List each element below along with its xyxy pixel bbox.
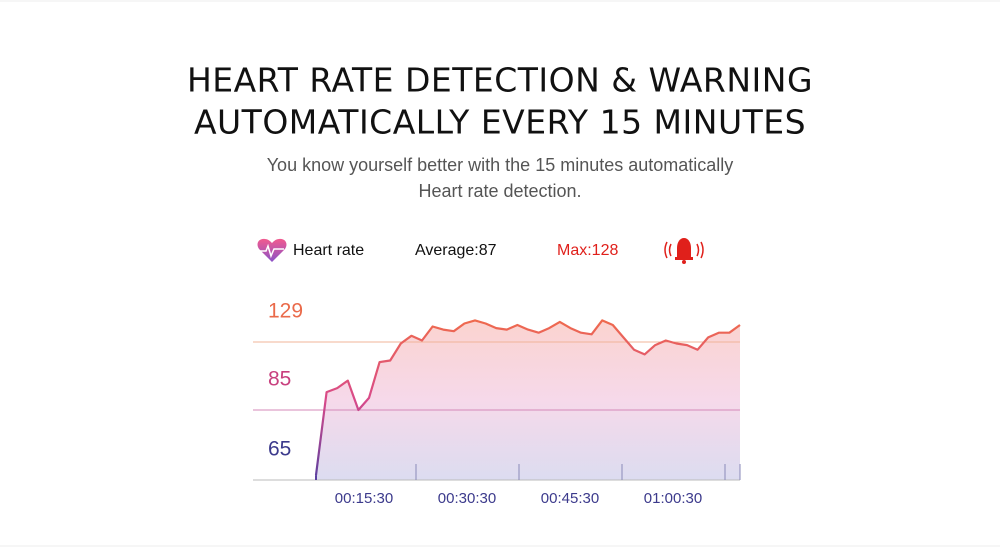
legend-label: Heart rate	[293, 242, 364, 259]
subtitle: You know yourself better with the 15 min…	[267, 155, 734, 175]
x-tick-label: 00:45:30	[541, 490, 599, 507]
x-tick-label: 00:30:30	[438, 490, 496, 507]
x-tick-label: 01:00:30	[644, 490, 702, 507]
area	[316, 320, 740, 480]
alarm-icon	[664, 238, 704, 264]
plot: 65 85 129 00:15:30 00:30:30 00:45:30 01:00:30	[253, 300, 741, 507]
subtitle: Heart rate detection.	[418, 181, 581, 201]
title: AUTOMATICALLY EVERY 15 MINUTES	[194, 103, 806, 142]
y-tick-label: 129	[268, 300, 303, 323]
y-tick-label: 65	[268, 438, 291, 461]
max-label: Max:128	[557, 242, 618, 259]
x-tick-label: 00:15:30	[335, 490, 393, 507]
title: HEART RATE DETECTION & WARNING	[187, 61, 813, 100]
average-label: Average:87	[415, 242, 497, 259]
y-tick-label: 85	[268, 368, 291, 391]
heart-icon	[257, 238, 287, 262]
heart-rate-line	[314, 319, 741, 476]
